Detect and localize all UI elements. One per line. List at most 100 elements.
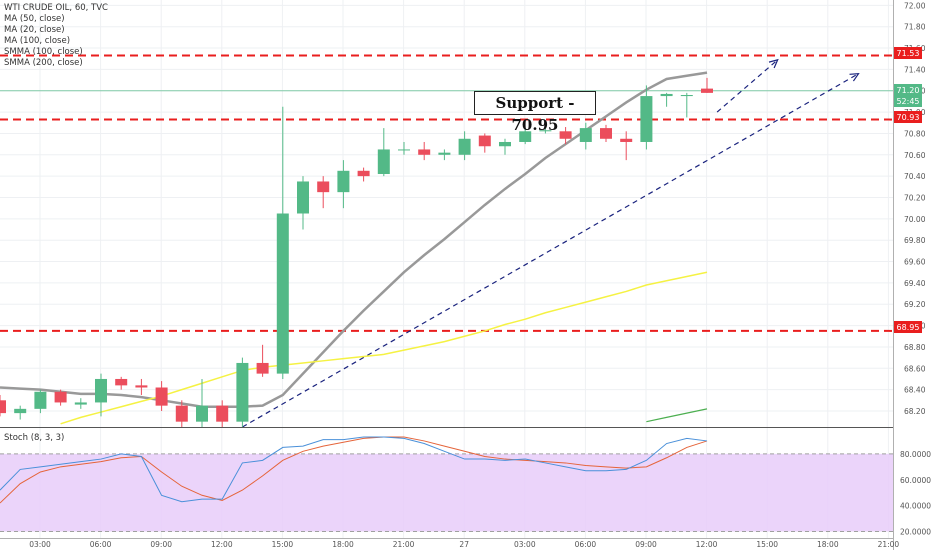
stoch-k-line (0, 436, 708, 503)
candle-body-13 (256, 362, 269, 374)
time-tick-5: 18:00 (332, 540, 354, 549)
candle-body-4 (74, 402, 87, 405)
time-tick-12: 15:00 (756, 540, 778, 549)
price-axis[interactable] (893, 0, 932, 550)
time-tick-11: 12:00 (696, 540, 718, 549)
price-tick-13: 70.80 (904, 129, 926, 138)
candle-28 (559, 127, 572, 145)
price-tick-5: 69.20 (904, 300, 926, 309)
candle-body-6 (115, 378, 128, 386)
candle-body-7 (135, 385, 148, 388)
stoch-tick-0: 80.0000 (900, 450, 931, 459)
trend-line-upper (716, 59, 779, 113)
candle-23 (458, 131, 471, 161)
ma-gray-line (0, 71, 708, 408)
candle-10 (196, 378, 208, 427)
moving-averages (0, 71, 708, 425)
trend-line-upper-arrow (768, 58, 779, 69)
badge-countdown-text: 52:45 (896, 97, 919, 106)
candle-body-18 (357, 170, 370, 177)
trend-lines (242, 58, 860, 428)
time-tick-1: 06:00 (90, 540, 112, 549)
candle-35 (701, 77, 713, 93)
trend-line-lower (242, 73, 859, 428)
candle-13 (256, 344, 269, 377)
stoch-tick-1: 60.0000 (900, 476, 931, 485)
candle-32 (640, 85, 653, 150)
stoch-d-line (0, 436, 708, 504)
candle-29 (579, 122, 592, 150)
candle-2 (34, 389, 47, 414)
candle-body-32 (640, 96, 653, 142)
candle-22 (438, 149, 451, 161)
time-tick-13: 18:00 (817, 540, 839, 549)
candle-body-15 (297, 181, 309, 214)
candle-body-31 (620, 138, 633, 142)
legend-ma-100[interactable]: MA (100, close) (4, 36, 71, 46)
candle-body-33 (660, 93, 673, 97)
candle-body-11 (216, 405, 229, 422)
time-tick-8: 03:00 (514, 540, 536, 549)
price-tick-18: 71.80 (904, 23, 926, 32)
legend-ma-50[interactable]: MA (50, close) (4, 14, 65, 24)
badge-price-text: 71.20 (897, 86, 920, 95)
candle-30 (600, 124, 612, 142)
time-axis[interactable] (0, 538, 893, 550)
badge-countdown: 52:45 (894, 96, 922, 107)
candle-body-22 (438, 152, 451, 155)
candle-33 (660, 92, 673, 107)
candle-7 (135, 378, 148, 395)
candle-19 (377, 128, 390, 177)
price-tick-16: 71.40 (904, 65, 926, 74)
time-tick-6: 21:00 (393, 540, 415, 549)
candle-1 (14, 405, 27, 420)
time-tick-2: 09:00 (150, 540, 172, 549)
price-tick-3: 68.80 (904, 343, 926, 352)
badge-lower-line-text: 68.95 (897, 323, 920, 332)
time-tick-10: 09:00 (635, 540, 657, 549)
price-tick-12: 70.60 (904, 151, 926, 160)
candle-body-21 (418, 149, 431, 155)
candle-body-35 (701, 88, 713, 93)
legend-ma-20[interactable]: MA (20, close) (4, 25, 65, 35)
candle-body-19 (377, 149, 390, 175)
badge-price: 71.20 (894, 84, 922, 96)
time-tick-0: 03:00 (29, 540, 51, 549)
candle-20 (398, 141, 410, 155)
candle-body-8 (155, 387, 168, 406)
price-tick-9: 70.00 (904, 215, 926, 224)
candle-14 (276, 106, 289, 379)
ma-green-line (646, 408, 708, 423)
time-tick-7: 27 (459, 540, 469, 549)
support-annotation[interactable]: Support - 70.95 (474, 91, 596, 134)
candle-4 (74, 398, 87, 409)
badge-support-line-text: 70.93 (897, 113, 920, 122)
price-tick-7: 69.60 (904, 258, 926, 267)
candle-body-34 (680, 95, 693, 97)
time-tick-3: 12:00 (211, 540, 233, 549)
badge-upper-line-text: 71.53 (897, 49, 920, 58)
legend-smma-200[interactable]: SMMA (200, close) (4, 58, 83, 68)
candle-25 (499, 138, 511, 155)
candle-body-17 (337, 170, 350, 193)
candle-body-24 (478, 135, 491, 147)
candle-6 (115, 376, 128, 390)
time-tick-4: 15:00 (272, 540, 294, 549)
candle-body-20 (398, 149, 410, 151)
stoch-legend[interactable]: Stoch (8, 3, 3) (4, 433, 65, 443)
stoch-tick-2: 40.0000 (900, 502, 931, 511)
legend-smma-100[interactable]: SMMA (100, close) (4, 47, 83, 57)
candle-0 (0, 394, 6, 417)
stoch-tick-3: 20.0000 (900, 528, 931, 537)
candle-21 (418, 141, 431, 161)
price-tick-8: 69.80 (904, 236, 926, 245)
price-tick-19: 72.00 (904, 1, 926, 10)
candle-body-28 (559, 131, 572, 139)
legend-symbol[interactable]: WTI CRUDE OIL, 60, TVC (4, 3, 108, 13)
candle-body-14 (276, 213, 289, 374)
candle-body-5 (95, 378, 107, 403)
price-tick-0: 68.20 (904, 407, 926, 416)
badge-support-line: 70.93 (894, 111, 922, 123)
candle-body-16 (317, 181, 330, 193)
